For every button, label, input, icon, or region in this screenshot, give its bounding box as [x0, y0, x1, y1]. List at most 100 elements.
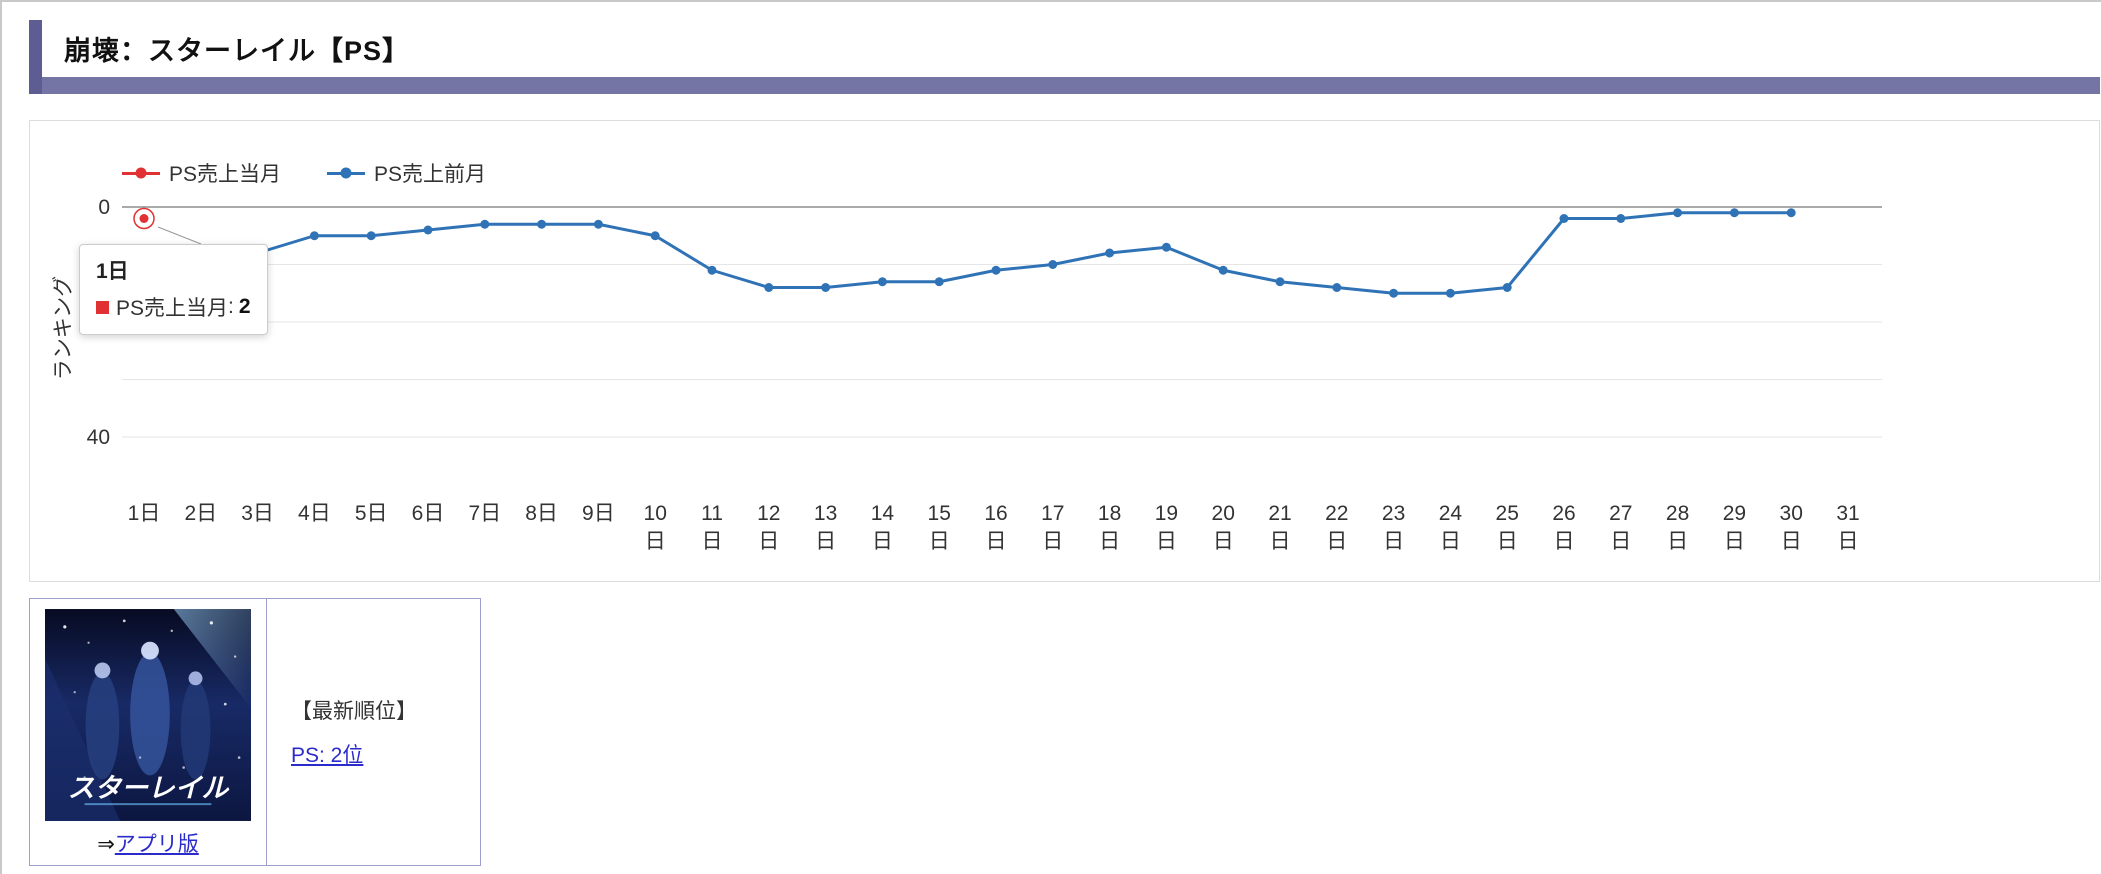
svg-text:12日: 12 日 [757, 502, 780, 553]
data-point-previous-month [934, 277, 944, 287]
svg-text:10日: 10 日 [644, 502, 667, 553]
tooltip-series-name: PS売上当月 [116, 297, 229, 320]
tooltip-title: 1日 [96, 260, 129, 283]
header-accent-left [29, 20, 42, 94]
svg-text:27日: 27 日 [1609, 502, 1632, 553]
data-point-previous-month [366, 231, 376, 241]
header-accent-strip [42, 77, 2100, 94]
svg-text:4日: 4日 [298, 502, 331, 525]
tooltip-row: PS売上当月 : 2 [96, 292, 251, 322]
x-axis-labels: 1日 2日 3日 4日 5日 6日 7日 8日 9日 10 日 11 日 12 日 13 日 14 日 15 日 16 日 1… [128, 502, 1860, 553]
data-point-previous-month [1502, 283, 1512, 292]
latest-rank-cell: 【最新順位】 PS: 2位 [267, 599, 480, 865]
data-point-previous-month [309, 231, 319, 241]
app-version-row: ⇒アプリ版 [97, 828, 199, 858]
svg-text:21日: 21 日 [1268, 502, 1291, 553]
header-main: 崩壊：スターレイル【PS】 [42, 20, 2100, 94]
tooltip-connector-line [157, 226, 202, 245]
svg-text:9日: 9日 [582, 502, 615, 525]
svg-text:18日: 18 日 [1098, 502, 1121, 553]
svg-text:20日: 20 日 [1212, 502, 1235, 553]
legend-label-current-month: PS売上当月 [169, 163, 282, 186]
legend-item-current-month[interactable]: PS売上当月 [122, 158, 281, 188]
svg-text:14日: 14 日 [871, 502, 895, 553]
data-point-previous-month [1332, 283, 1342, 292]
data-point-previous-month [1048, 260, 1058, 269]
data-point-previous-month [764, 283, 774, 292]
svg-text:7日: 7日 [468, 502, 501, 525]
svg-text:26日: 26 日 [1552, 502, 1575, 553]
data-point-previous-month [1445, 288, 1455, 298]
svg-text:23日: 23 日 [1382, 502, 1405, 553]
game-cover-image: スターレイル [45, 609, 251, 821]
ps-rank-link[interactable]: PS: 2位 [291, 744, 364, 767]
data-point-previous-month [707, 265, 717, 275]
svg-text:15日: 15 日 [928, 502, 951, 553]
svg-text:2日: 2日 [184, 502, 217, 525]
tooltip-series-marker [96, 300, 109, 314]
data-point-previous-month [537, 219, 547, 229]
series-previous-month [139, 208, 1796, 298]
svg-text:8日: 8日 [525, 502, 558, 525]
app-version-link[interactable]: アプリ版 [114, 833, 199, 856]
svg-text:5日: 5日 [355, 502, 388, 525]
data-point-previous-month [821, 283, 831, 292]
data-point-previous-month [1729, 208, 1739, 218]
svg-text:6日: 6日 [412, 502, 445, 525]
svg-text:0: 0 [98, 196, 110, 219]
legend-item-previous-month[interactable]: PS売上前月 [327, 158, 486, 188]
y-axis-title: ランキング [52, 275, 75, 381]
chart-card: 020401日2日3日4日5日6日7日8日9日10日11日12日13日14日15… [29, 120, 2100, 582]
legend-marker-current-month [122, 171, 160, 175]
data-point-previous-month [991, 265, 1001, 275]
title-row: 崩壊：スターレイル【PS】 [42, 20, 2100, 77]
data-point-previous-month [480, 219, 490, 229]
latest-rank-header: 【最新順位】 [291, 700, 417, 723]
svg-text:28日: 28 日 [1666, 502, 1689, 553]
app-link-prefix: ⇒ [97, 833, 115, 856]
tooltip-value: 2 [238, 295, 251, 318]
svg-text:40: 40 [87, 426, 110, 449]
svg-text:16日: 16 日 [984, 502, 1007, 553]
svg-text:1日: 1日 [128, 502, 161, 525]
svg-text:25日: 25 日 [1496, 502, 1519, 553]
cover-art-decoration [45, 609, 251, 821]
tooltip-separator: : [228, 295, 234, 318]
chart-tooltip: 1日 PS売上当月 : 2 [79, 244, 268, 335]
svg-text:24日: 24 日 [1439, 502, 1463, 553]
data-point-previous-month [1161, 242, 1171, 252]
svg-text:29日: 29 日 [1723, 502, 1746, 553]
data-point-previous-month [877, 277, 887, 287]
data-point-previous-month [1275, 277, 1285, 287]
svg-text:13日: 13 日 [814, 502, 837, 553]
data-point-previous-month [423, 225, 433, 235]
data-point-previous-month [1673, 208, 1683, 218]
svg-text:31日: 31 日 [1836, 502, 1859, 553]
svg-text:11日: 11 日 [701, 502, 723, 553]
chart-gridlines [122, 206, 1882, 438]
page-header: 崩壊：スターレイル【PS】 [29, 20, 2100, 94]
data-point-current-month [139, 214, 149, 223]
cover-cell: スターレイル ⇒アプリ版 [30, 599, 267, 865]
ranking-line-chart[interactable]: 020401日2日3日4日5日6日7日8日9日10日11日12日13日14日15… [30, 121, 2097, 577]
legend-marker-previous-month [327, 171, 366, 175]
svg-text:17日: 17 日 [1041, 502, 1064, 553]
series-current-month [133, 207, 155, 230]
data-point-previous-month [1389, 288, 1399, 298]
data-point-previous-month [1559, 214, 1569, 223]
svg-text:30日: 30 日 [1780, 502, 1803, 553]
data-point-previous-month [1105, 248, 1115, 258]
data-point-previous-month [1218, 265, 1228, 275]
data-point-previous-month [650, 231, 660, 241]
data-point-previous-month [1616, 214, 1626, 223]
svg-text:22日: 22 日 [1325, 502, 1348, 553]
chart-legend: PS売上当月 PS売上前月 [122, 158, 486, 188]
cover-logo-text: スターレイル [68, 773, 230, 803]
data-point-previous-month [1786, 208, 1796, 218]
svg-text:19日: 19 日 [1155, 502, 1178, 553]
legend-label-previous-month: PS売上前月 [374, 163, 487, 186]
game-info-table: スターレイル ⇒アプリ版 【最新順位】 PS: 2位 [29, 598, 481, 866]
data-point-previous-month [593, 219, 603, 229]
svg-text:3日: 3日 [241, 502, 274, 525]
